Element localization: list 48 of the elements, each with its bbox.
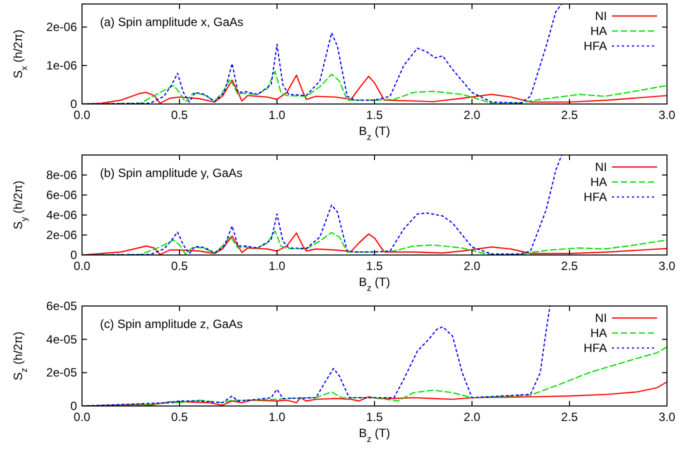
x-tick-label: 2.0 bbox=[464, 259, 481, 273]
x-tick-label: 2.5 bbox=[561, 259, 578, 273]
x-tick-label: 1.5 bbox=[366, 410, 384, 424]
legend-label: HA bbox=[590, 326, 607, 340]
y-tick-label: 2e-05 bbox=[46, 366, 78, 380]
x-tick-label: 3.0 bbox=[658, 410, 676, 424]
text: (a) Spin amplitude x, GaAs bbox=[100, 15, 244, 29]
x-tick-label: 0.0 bbox=[74, 259, 91, 273]
x-tick-label: 0.5 bbox=[171, 259, 188, 273]
x-tick-label: 3.0 bbox=[658, 259, 676, 273]
y-tick-label: 6e-05 bbox=[46, 299, 78, 313]
text: (b) Spin amplitude y, GaAs bbox=[100, 166, 243, 180]
x-tick-label: 1.0 bbox=[268, 259, 286, 273]
y-tick-label: 1e-06 bbox=[46, 58, 78, 73]
x-tick-label: 2.5 bbox=[561, 410, 578, 424]
y-tick-label: 4e-05 bbox=[46, 332, 78, 346]
y-tick-label: 4e-06 bbox=[46, 208, 78, 222]
y-tick-label: 8e-06 bbox=[46, 168, 78, 182]
x-tick-label: 2.0 bbox=[464, 410, 481, 424]
x-axis-title: B$_{z}$ (T) bbox=[358, 275, 390, 293]
x-tick-label: 0.0 bbox=[74, 108, 91, 122]
y-tick-label: 2e-06 bbox=[46, 20, 78, 34]
legend-label: HFA bbox=[584, 341, 607, 355]
y-tick-label: 2e-06 bbox=[46, 228, 78, 242]
x-tick-label: 3.0 bbox=[658, 108, 676, 122]
legend-label: HA bbox=[590, 24, 607, 38]
x-tick-label: 2.5 bbox=[561, 108, 578, 122]
y-tick-label: 0 bbox=[70, 399, 78, 413]
legend-label: NI bbox=[595, 160, 607, 174]
x-tick-label: 1.5 bbox=[366, 108, 384, 122]
y-tick-label: 0 bbox=[70, 97, 78, 111]
x-axis-title: B$_{z}$ (T) bbox=[358, 426, 390, 444]
y-tick-label: 0 bbox=[70, 248, 78, 262]
x-tick-label: 0.5 bbox=[171, 410, 188, 424]
x-tick-label: 0.5 bbox=[171, 108, 188, 122]
legend-label: HFA bbox=[584, 39, 607, 53]
x-tick-label: 2.0 bbox=[464, 108, 481, 122]
x-tick-label: 0.0 bbox=[74, 410, 91, 424]
x-tick-label: 1.0 bbox=[268, 410, 286, 424]
x-tick-label: 1.5 bbox=[366, 259, 384, 273]
legend-label: NI bbox=[595, 311, 607, 325]
text: (c) Spin amplitude z, GaAs bbox=[100, 317, 243, 331]
x-tick-label: 1.0 bbox=[268, 108, 286, 122]
x-axis-title: B$_{z}$ (T) bbox=[358, 124, 390, 142]
y-tick-label: 6e-06 bbox=[46, 188, 78, 202]
legend-label: HA bbox=[590, 175, 607, 189]
legend-label: NI bbox=[595, 9, 607, 23]
legend-label: HFA bbox=[584, 190, 607, 204]
